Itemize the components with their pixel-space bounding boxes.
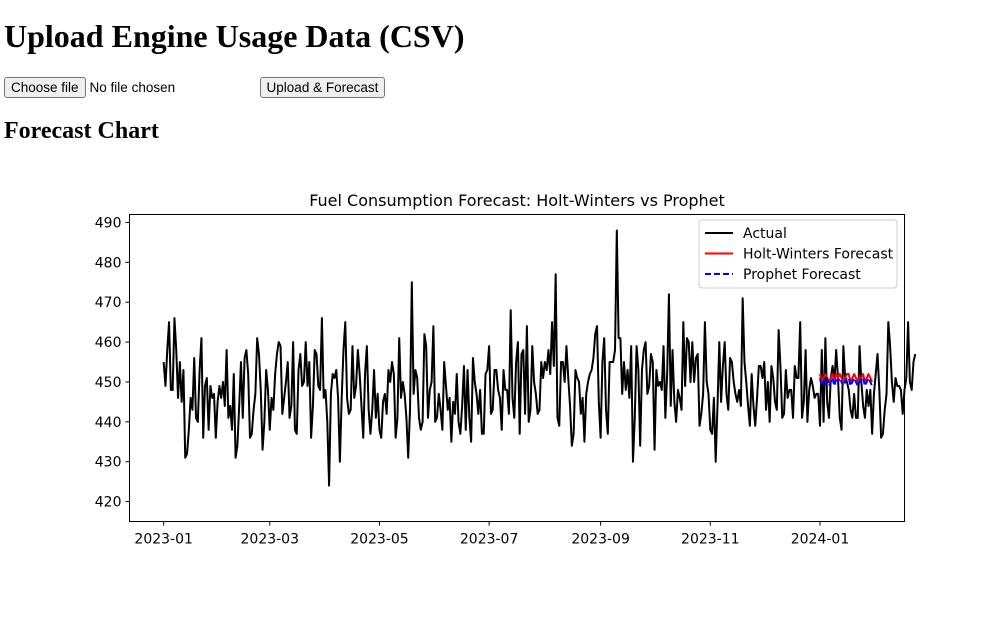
x-tick-label: 2023-07 — [460, 532, 519, 548]
legend-box — [698, 219, 898, 289]
page-title: Upload Engine Usage Data (CSV) — [4, 18, 465, 54]
legend-label: Holt-Winters Forecast — [743, 247, 894, 263]
y-tick-label: 480 — [95, 255, 122, 271]
y-tick-label: 420 — [95, 495, 122, 511]
plot-frame — [129, 214, 905, 522]
forecast-chart: Fuel Consumption Forecast: Holt-Winters … — [95, 191, 917, 548]
file-status-text: No file chosen — [89, 80, 176, 95]
section-title: Forecast Chart — [4, 118, 159, 144]
y-tick-label: 470 — [95, 295, 122, 311]
chart-title: Fuel Consumption Forecast: Holt-Winters … — [309, 191, 725, 210]
legend-label: Actual — [743, 226, 787, 242]
y-tick-label: 490 — [95, 215, 122, 231]
y-tick-label: 450 — [95, 375, 122, 391]
x-tick-label: 2023-03 — [241, 532, 300, 548]
series-line-prophet-forecast — [819, 376, 874, 387]
upload-forecast-button[interactable]: Upload & Forecast — [259, 77, 386, 98]
x-tick-label: 2023-05 — [350, 532, 409, 548]
series-line-actual — [162, 229, 917, 487]
upload-form: Choose file No file chosen Upload & Fore… — [4, 77, 386, 98]
x-tick-label: 2023-01 — [134, 532, 193, 548]
y-tick-label: 440 — [95, 415, 122, 431]
y-tick-label: 460 — [95, 335, 122, 351]
choose-file-button[interactable]: Choose file — [4, 77, 86, 98]
x-tick-label: 2023-09 — [571, 532, 630, 548]
legend-label: Prophet Forecast — [743, 267, 861, 283]
x-tick-label: 2023-11 — [681, 532, 740, 548]
x-tick-label: 2024-01 — [791, 532, 850, 548]
y-tick-label: 430 — [95, 455, 122, 471]
